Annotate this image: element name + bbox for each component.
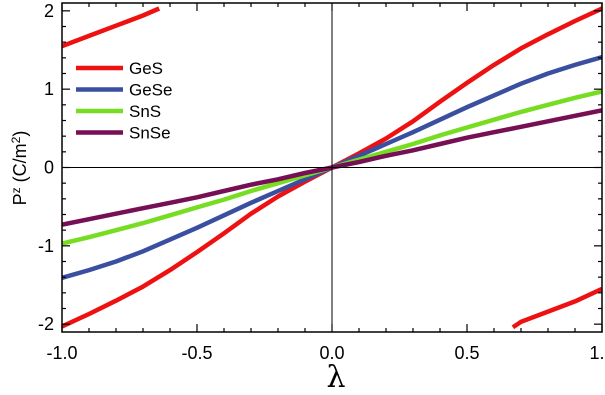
y-tick-label: 1 [44, 79, 54, 99]
y-tick-label: 2 [44, 1, 54, 21]
zero-lines [62, 3, 602, 332]
y-axis-label: Pz (C/m2) [9, 131, 30, 206]
axis-ticks [61, 3, 603, 332]
series-branch-ges-1 [62, 6, 161, 49]
axis-tick-labels: -1.0 -0.5 0.0 0.5 1.0 -2 -1 0 1 2 [38, 1, 605, 363]
x-tick-label: 1.0 [589, 343, 605, 363]
y-tick-label: -1 [38, 236, 54, 256]
x-tick-label: -0.5 [181, 343, 212, 363]
legend-label-ges: GeS [129, 59, 163, 78]
x-tick-label: 0.0 [319, 343, 344, 363]
x-tick-label: 0.5 [454, 343, 479, 363]
legend-label-gese: GeSe [129, 81, 172, 100]
x-axis-label: λ [326, 360, 345, 395]
series-branch-ges-2 [511, 286, 602, 330]
y-tick-label: -2 [38, 314, 54, 334]
legend: GeS GeSe SnS SnSe [76, 59, 172, 143]
y-tick-label: 0 [44, 158, 54, 178]
x-tick-label: -1.0 [46, 343, 77, 363]
legend-label-sns: SnS [129, 102, 161, 121]
legend-label-snse: SnSe [129, 124, 171, 143]
